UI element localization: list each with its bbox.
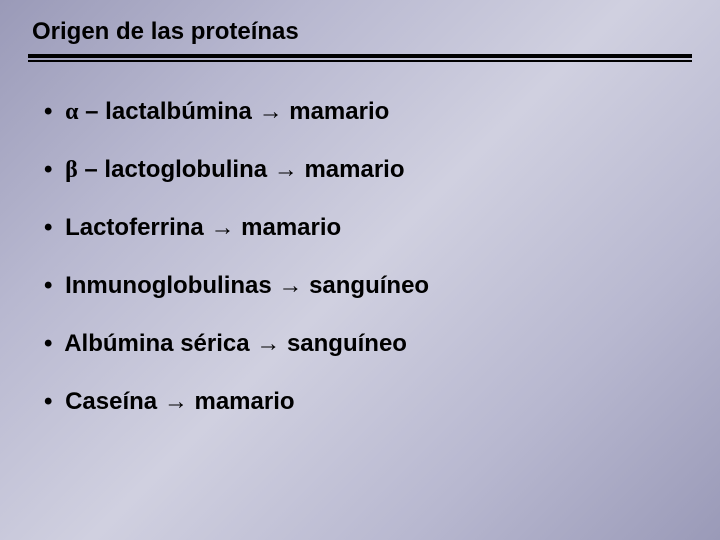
- arrow-icon: →: [256, 330, 280, 357]
- gap: [280, 330, 287, 357]
- greek-prefix: α: [65, 99, 78, 125]
- protein-name: Albúmina sérica: [64, 330, 249, 357]
- bullet-icon: •: [44, 330, 52, 358]
- list-item: • α – lactalbúmina → mamario: [44, 98, 692, 126]
- dash: –: [78, 156, 105, 183]
- slide-title: Origen de las proteínas: [28, 18, 692, 46]
- protein-name: Lactoferrina: [65, 214, 204, 241]
- origin: mamario: [194, 388, 294, 415]
- title-rule: [28, 54, 692, 62]
- bullet-icon: •: [44, 156, 52, 184]
- protein-name: Caseína: [65, 388, 157, 415]
- list-item: • Inmunoglobulinas → sanguíneo: [44, 272, 692, 300]
- arrow-icon: →: [164, 388, 188, 415]
- arrow-icon: →: [278, 272, 302, 299]
- gap: [267, 156, 274, 183]
- bullet-icon: •: [44, 388, 52, 416]
- gap: [252, 98, 259, 125]
- gap: [157, 388, 164, 415]
- greek-prefix: β: [65, 157, 78, 183]
- list-item: • Caseína → mamario: [44, 388, 692, 416]
- bullet-icon: •: [44, 98, 52, 126]
- arrow-icon: →: [259, 98, 283, 125]
- list-item: • Albúmina sérica → sanguíneo: [44, 330, 692, 358]
- bullet-icon: •: [44, 272, 52, 300]
- slide: Origen de las proteínas • α – lactalbúmi…: [0, 0, 720, 540]
- protein-name: lactalbúmina: [105, 98, 252, 125]
- protein-name: lactoglobulina: [104, 156, 267, 183]
- origin: mamario: [289, 98, 389, 125]
- list-item: • β – lactoglobulina → mamario: [44, 156, 692, 184]
- origin: mamario: [304, 156, 404, 183]
- origin: mamario: [241, 214, 341, 241]
- arrow-icon: →: [274, 156, 298, 183]
- origin: sanguíneo: [309, 272, 429, 299]
- list-item: • Lactoferrina → mamario: [44, 214, 692, 242]
- origin: sanguíneo: [287, 330, 407, 357]
- bullet-icon: •: [44, 214, 52, 242]
- arrow-icon: →: [210, 214, 234, 241]
- bullet-list: • α – lactalbúmina → mamario • β – lacto…: [28, 98, 692, 416]
- dash: –: [78, 98, 105, 125]
- protein-name: Inmunoglobulinas: [65, 272, 272, 299]
